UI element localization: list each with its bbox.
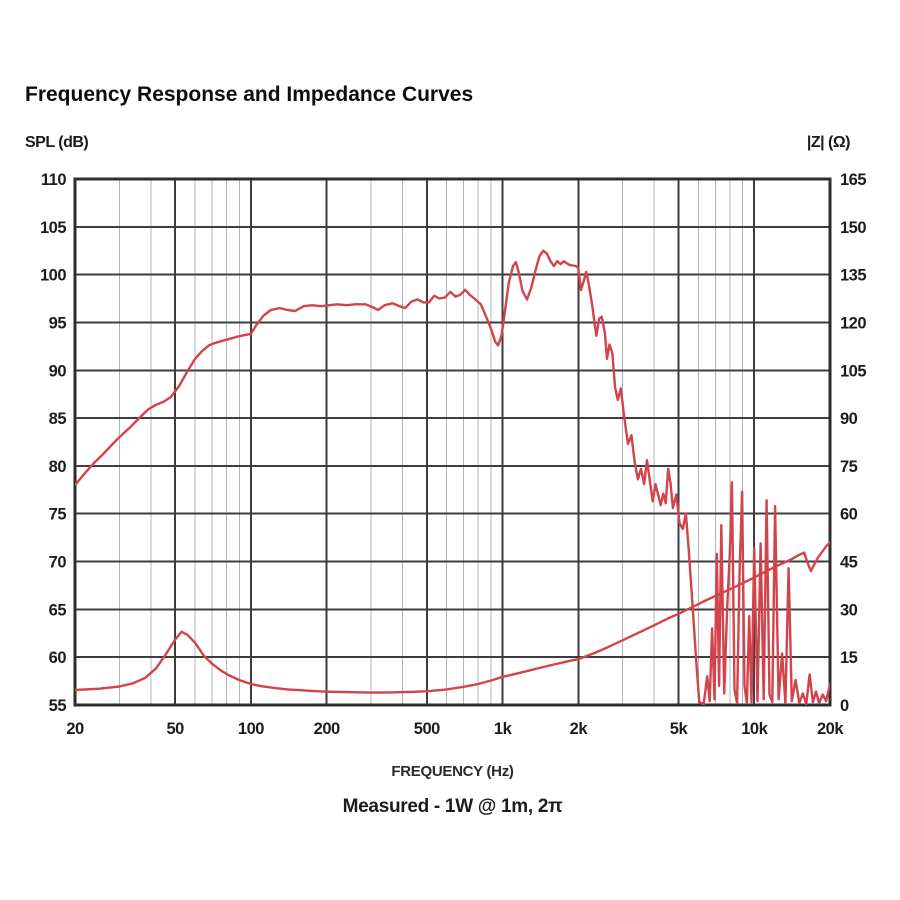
y-left-tick-label: 90	[49, 362, 67, 380]
y-right-tick-label: 15	[840, 649, 858, 667]
x-tick-label: 2k	[570, 720, 589, 738]
impedance-curve	[75, 541, 830, 694]
y-right-tick-label: 165	[840, 171, 866, 189]
curves	[75, 249, 830, 705]
y-right-tick-label: 0	[840, 697, 849, 715]
y-left-tick-label: 55	[49, 697, 67, 715]
y-left-tick-label: 65	[49, 601, 67, 619]
x-tick-label: 10k	[741, 720, 768, 738]
y-left-tick-label: 70	[49, 554, 67, 572]
y-left-tick-label: 60	[49, 649, 67, 667]
y-right-tick-label: 150	[840, 219, 866, 237]
y-right-tick-label: 75	[840, 458, 858, 476]
measurement-caption: Measured - 1W @ 1m, 2π	[342, 796, 563, 817]
y-left-tick-label: 85	[49, 410, 67, 428]
right-axis-title: |Z| (Ω)	[806, 134, 851, 151]
chart-title: Frequency Response and Impedance Curves	[25, 83, 474, 106]
y-right-tick-label: 45	[840, 554, 858, 572]
y-left-tick-label: 95	[49, 314, 67, 332]
y-right-tick-label: 120	[840, 314, 866, 332]
x-tick-label: 5k	[670, 720, 689, 738]
frequency-response-impedance-chart: 20 50 100 200 500 1k 2k 5k 10k 20k 110 105 100 95 90 85…	[40, 171, 867, 738]
y-right-tick-label: 105	[840, 362, 866, 380]
x-axis-title: FREQUENCY (Hz)	[391, 763, 514, 780]
y-left-tick-label: 75	[49, 506, 67, 524]
y-left-tick-label: 100	[40, 267, 66, 285]
y-left-tick-label: 80	[49, 458, 67, 476]
x-tick-label: 20k	[817, 720, 844, 738]
y-right-tick-label: 60	[840, 506, 858, 524]
tick-labels: 20 50 100 200 500 1k 2k 5k 10k 20k 110 105 100 95 90 85…	[40, 171, 867, 738]
x-tick-label: 200	[314, 720, 340, 738]
y-left-tick-label: 110	[41, 171, 66, 189]
x-tick-label: 1k	[494, 720, 513, 738]
y-left-tick-label: 105	[40, 219, 66, 237]
x-tick-label: 100	[238, 720, 264, 738]
left-axis-title: SPL (dB)	[25, 134, 89, 151]
spl-curve	[75, 249, 830, 705]
x-tick-label: 20	[66, 720, 84, 738]
y-right-tick-label: 30	[840, 601, 858, 619]
y-right-tick-label: 135	[840, 267, 866, 285]
plot-border	[73, 177, 832, 707]
x-tick-label: 500	[414, 720, 440, 738]
y-right-tick-label: 90	[840, 410, 858, 428]
x-tick-label: 50	[166, 720, 184, 738]
